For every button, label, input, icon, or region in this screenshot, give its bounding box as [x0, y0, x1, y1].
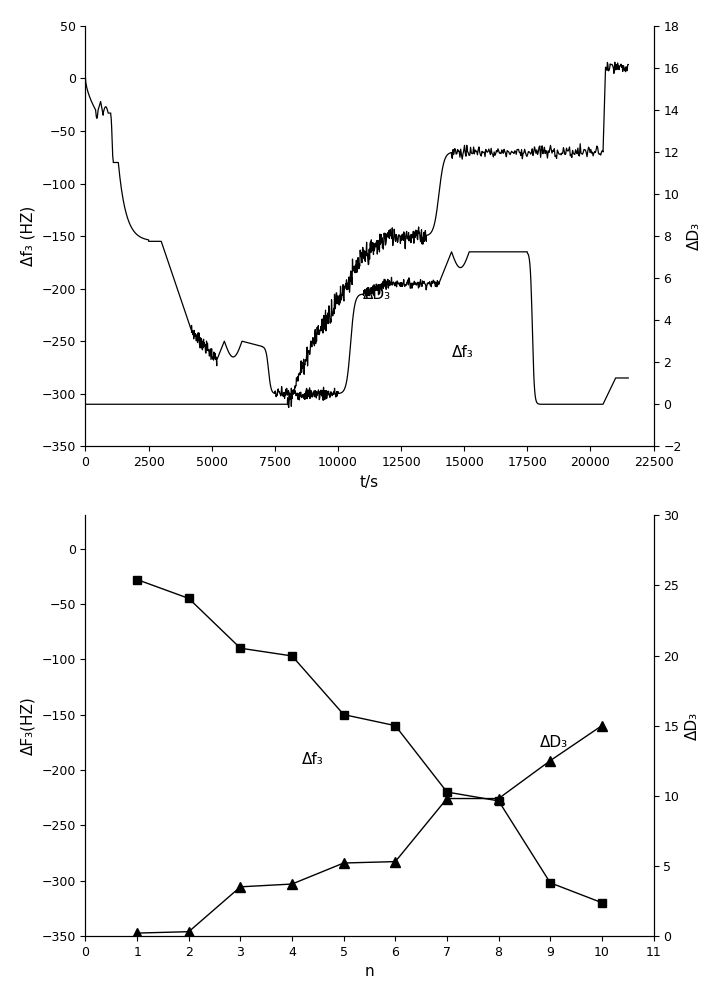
Y-axis label: ΔD₃: ΔD₃ [685, 712, 700, 740]
X-axis label: t/s: t/s [360, 475, 379, 490]
Y-axis label: ΔD₃: ΔD₃ [687, 222, 702, 250]
X-axis label: n: n [364, 964, 375, 979]
Y-axis label: Δf₃ (HZ): Δf₃ (HZ) [21, 206, 36, 266]
Text: Δf₃: Δf₃ [452, 345, 474, 360]
Text: ΔD₃: ΔD₃ [363, 287, 391, 302]
Text: Δf₃: Δf₃ [302, 752, 324, 767]
Text: ΔD₃: ΔD₃ [540, 735, 568, 750]
Y-axis label: ΔF₃(HZ): ΔF₃(HZ) [21, 696, 36, 755]
